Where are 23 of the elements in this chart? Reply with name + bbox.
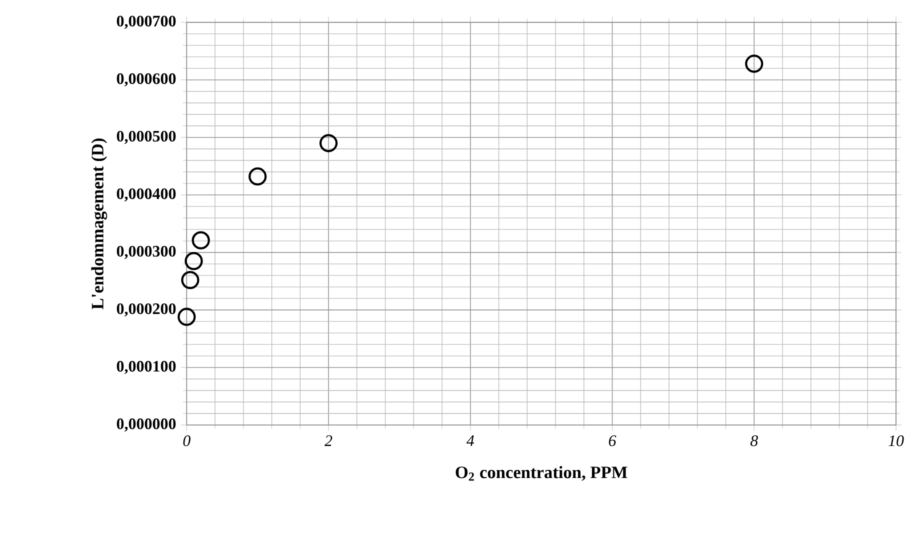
- y-tick-label: 0,000400: [116, 188, 176, 202]
- point: [319, 134, 338, 152]
- y-tick-label: 0,000200: [116, 303, 176, 316]
- x-tick-label: 4: [466, 435, 474, 446]
- y-tick-label: 0,000500: [116, 130, 176, 144]
- y-tick-label: 0,000600: [116, 73, 176, 86]
- y-axis-title: L'endommagement (D): [91, 138, 108, 310]
- point: [178, 308, 196, 326]
- x-tick-label: 0: [183, 435, 190, 446]
- x-tick-label: 6: [608, 435, 616, 446]
- point: [181, 270, 200, 290]
- x-axis-title: O$_{2}$ concentration, PPM: [456, 466, 628, 481]
- y-tick-label: 0,000000: [116, 418, 176, 432]
- point: [184, 252, 203, 270]
- x-tick-label: 8: [750, 435, 758, 446]
- x-tick-label: 10: [888, 435, 904, 446]
- y-tick-label: 0,000700: [116, 16, 176, 29]
- y-tick-label: 0,000300: [116, 246, 176, 259]
- point: [745, 54, 764, 73]
- x-tick-label: 2: [324, 435, 332, 446]
- point: [248, 167, 267, 186]
- point: [192, 231, 210, 250]
- y-tick-label: 0,000100: [116, 360, 176, 374]
